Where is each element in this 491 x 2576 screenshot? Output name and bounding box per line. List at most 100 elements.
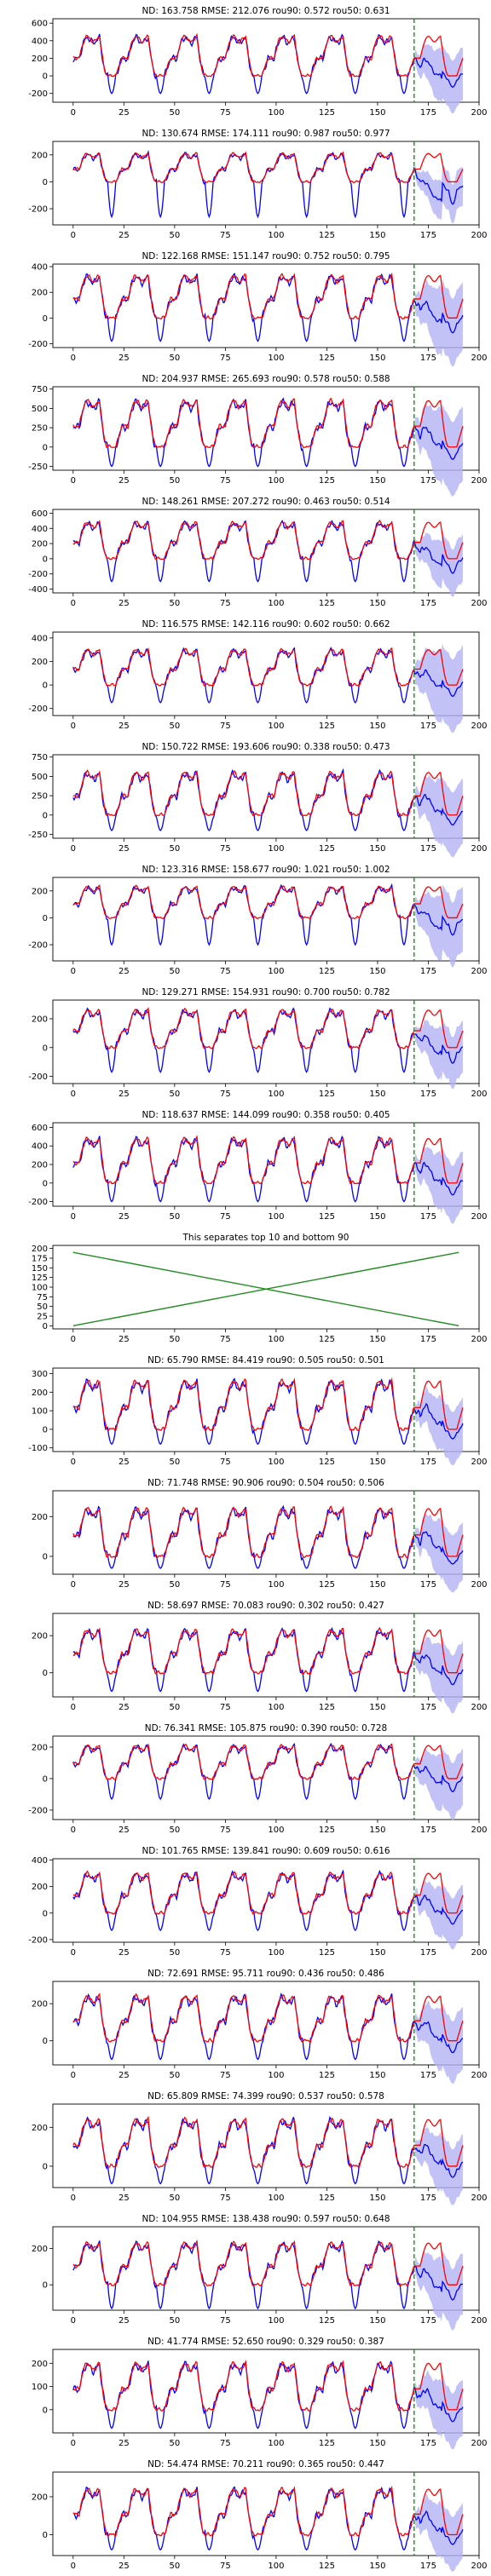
- y-tick-label: -200: [28, 941, 48, 951]
- x-tick-label: 25: [118, 1335, 130, 1344]
- plot-frame: [52, 754, 480, 839]
- x-tick-label: 25: [118, 599, 130, 608]
- y-tick-label: 200: [32, 2493, 48, 2502]
- y-tick-label: 400: [32, 1856, 48, 1866]
- plot-frame: [52, 1490, 480, 1575]
- y-tick-label: 200: [32, 1389, 48, 1398]
- subplot-16: ND: 101.765 RMSE: 139.841 rou90: 0.609 r…: [28, 1846, 487, 1958]
- forecast-series-line: [72, 397, 464, 448]
- y-tick-label: 75: [37, 1293, 48, 1302]
- prediction-interval-band: [415, 1387, 463, 1466]
- y-tick-label: -100: [28, 1444, 48, 1453]
- y-tick-label: 250: [32, 424, 48, 434]
- x-tick-label: 50: [169, 967, 180, 976]
- y-tick-label: 200: [32, 1245, 48, 1254]
- x-tick-label: 100: [268, 2194, 284, 2203]
- x-tick-label: 125: [319, 231, 335, 240]
- y-tick-label: 0: [43, 1553, 48, 1562]
- x-tick-label: 100: [268, 354, 284, 363]
- subplot-1: ND: 163.758 RMSE: 212.076 rou90: 0.572 r…: [28, 6, 487, 118]
- forecast-series-line: [72, 151, 464, 183]
- x-tick-label: 175: [420, 2071, 436, 2080]
- x-tick-label: 75: [220, 2562, 231, 2571]
- x-tick-label: 125: [319, 1826, 335, 1835]
- y-tick-label: 200: [32, 2000, 48, 2010]
- x-tick-label: 125: [319, 1703, 335, 1712]
- y-tick-label: 0: [43, 1909, 48, 1918]
- plot-frame: [52, 1245, 480, 1330]
- subplot-9: ND: 129.271 RMSE: 154.931 rou90: 0.700 r…: [28, 987, 487, 1099]
- plot-frame: [52, 877, 480, 962]
- x-tick-label: 50: [169, 476, 180, 486]
- x-tick-label: 75: [220, 1090, 231, 1099]
- y-tick-label: 150: [32, 1264, 48, 1274]
- x-tick-label: 50: [169, 2071, 180, 2080]
- y-tick-label: 0: [43, 1044, 48, 1053]
- x-tick-label: 50: [169, 1212, 180, 1222]
- x-tick-label: 125: [319, 844, 335, 854]
- x-tick-label: 50: [169, 2194, 180, 2203]
- actual-series-line: [72, 33, 463, 95]
- prediction-interval-band: [415, 1880, 463, 1950]
- x-tick-label: 175: [420, 722, 436, 731]
- x-tick-label: 50: [169, 722, 180, 731]
- x-tick-label: 75: [220, 1826, 231, 1835]
- x-tick-label: 175: [420, 1458, 436, 1467]
- plot-frame: [52, 2471, 480, 2556]
- y-tick-label: 0: [43, 555, 48, 564]
- y-tick-label: -200: [28, 1072, 48, 1082]
- x-tick-label: 200: [471, 231, 487, 240]
- x-tick-label: 200: [471, 2439, 487, 2448]
- x-tick-label: 25: [118, 2316, 130, 2326]
- x-tick-label: 50: [169, 1948, 180, 1958]
- x-tick-label: 100: [268, 108, 284, 118]
- y-tick-label: -200: [28, 205, 48, 215]
- actual-series-line: [72, 1627, 464, 1693]
- forecast-series-line: [72, 1626, 464, 1675]
- plot-frame: [52, 18, 480, 103]
- forecast-series-line: [72, 519, 464, 561]
- y-tick-label: 200: [32, 289, 48, 298]
- x-tick-label: 125: [319, 599, 335, 608]
- y-tick-label: 500: [32, 773, 48, 782]
- x-tick-label: 100: [268, 1212, 284, 1222]
- x-tick-label: 150: [369, 1580, 385, 1590]
- x-tick-label: 25: [118, 844, 130, 854]
- x-tick-label: 50: [169, 1458, 180, 1467]
- x-tick-label: 200: [471, 1703, 487, 1712]
- subplot-title: ND: 65.809 RMSE: 74.399 rou90: 0.537 rou…: [147, 2091, 384, 2102]
- x-tick-label: 175: [420, 599, 436, 608]
- subplot-19: ND: 104.955 RMSE: 138.438 rou90: 0.597 r…: [32, 2214, 488, 2331]
- x-tick-label: 50: [169, 1090, 180, 1099]
- x-tick-label: 200: [471, 108, 487, 118]
- x-tick-label: 200: [471, 2194, 487, 2203]
- x-tick-label: 100: [268, 844, 284, 854]
- y-tick-label: 200: [32, 1883, 48, 1892]
- x-tick-label: 25: [118, 722, 130, 731]
- x-tick-label: 125: [319, 1335, 335, 1344]
- subplot-title: ND: 148.261 RMSE: 207.272 rou90: 0.463 r…: [142, 497, 390, 507]
- x-tick-label: 150: [369, 1090, 385, 1099]
- x-tick-label: 0: [71, 354, 76, 363]
- x-tick-label: 75: [220, 1458, 231, 1467]
- y-tick-label: 200: [32, 887, 48, 896]
- forecast-series-line: [72, 272, 464, 319]
- x-tick-label: 200: [471, 967, 487, 976]
- x-tick-label: 75: [220, 354, 231, 363]
- forecast-series-line: [72, 1992, 464, 2044]
- subplot-title: ND: 130.674 RMSE: 174.111 rou90: 0.987 r…: [142, 129, 390, 139]
- actual-series-line: [72, 1007, 464, 1073]
- x-tick-label: 200: [471, 599, 487, 608]
- x-tick-label: 100: [268, 1580, 284, 1590]
- x-tick-label: 150: [369, 599, 385, 608]
- subplot-title: ND: 150.722 RMSE: 193.606 rou90: 0.338 r…: [142, 742, 390, 752]
- forecast-series-line: [72, 1377, 464, 1431]
- x-tick-label: 0: [71, 1948, 76, 1958]
- x-tick-label: 125: [319, 2439, 335, 2448]
- subplot-title: ND: 129.271 RMSE: 154.931 rou90: 0.700 r…: [142, 987, 390, 998]
- y-tick-label: 750: [32, 385, 48, 394]
- x-tick-label: 75: [220, 2316, 231, 2326]
- subplot-2: ND: 130.674 RMSE: 174.111 rou90: 0.987 r…: [28, 129, 487, 240]
- x-tick-label: 175: [420, 2562, 436, 2571]
- x-tick-label: 100: [268, 231, 284, 240]
